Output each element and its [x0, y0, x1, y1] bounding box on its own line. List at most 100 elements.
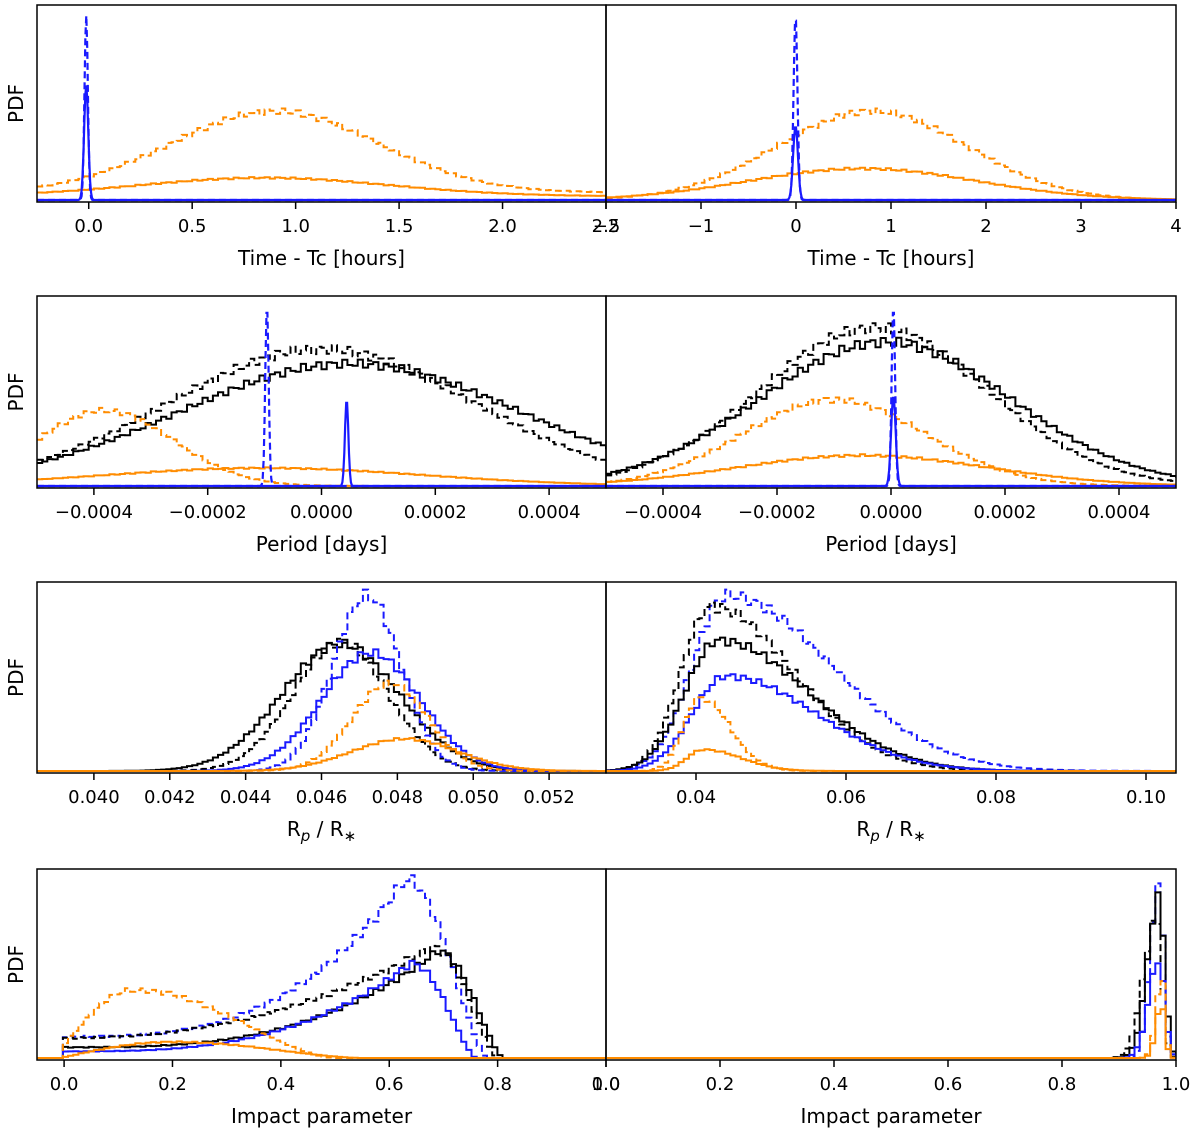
- series-orange-dashed: [606, 107, 1176, 201]
- series-black-solid: [606, 891, 1176, 1059]
- series-black-solid: [37, 358, 606, 464]
- x-tick-label: 4: [1170, 216, 1181, 237]
- series-orange-solid: [37, 737, 606, 772]
- series-blue-dashed: [606, 588, 1176, 772]
- x-tick-label: −0.0002: [738, 502, 816, 523]
- axes-frame: [605, 581, 1177, 774]
- x-tick-label: −2: [593, 216, 620, 237]
- series-black-solid: [606, 636, 1176, 772]
- series-blue-solid: [606, 673, 1176, 772]
- series-orange-solid: [37, 1040, 606, 1059]
- series-blue-solid: [606, 962, 1176, 1059]
- plot-area: [37, 311, 606, 488]
- series-blue-dashed: [37, 311, 606, 488]
- series-orange-dashed: [37, 107, 606, 194]
- series-orange-solid: [606, 166, 1176, 201]
- x-tick-label: 0.08: [976, 787, 1016, 808]
- subplot-3: −0.0004 −0.0002 0.0000 0.0002 0.0004 Period […: [4, 295, 607, 556]
- subplot-5: 0.040 0.042 0.044 0.046 0.048 0.050 0.052 Rp / …: [4, 581, 607, 845]
- x-tick-label: 1.0: [592, 1074, 621, 1095]
- x-axis-label: Impact parameter: [231, 1104, 413, 1128]
- x-axis-label: Rp / R∗: [856, 817, 925, 845]
- x-tick-label: 0.0: [50, 1074, 79, 1095]
- x-tick-label: 0.0004: [518, 502, 581, 523]
- axes-frame: [36, 4, 607, 203]
- x-tick-label: 0.046: [296, 787, 348, 808]
- subplot-4: −0.0004 −0.0002 0.0000 0.0002 0.0004 Period […: [605, 295, 1177, 556]
- x-tick-label: −1: [688, 216, 715, 237]
- series-blue-dashed: [37, 15, 606, 202]
- x-tick-label: 0.5: [178, 216, 207, 237]
- x-tick-label: 0.8: [483, 1074, 512, 1095]
- series-orange-solid: [606, 1008, 1176, 1059]
- x-axis-label: Time - Tc [hours]: [237, 246, 405, 270]
- x-tick-label: 1.0: [281, 216, 310, 237]
- series-blue-solid: [37, 648, 606, 772]
- x-axis-label: Period [days]: [256, 532, 388, 556]
- x-tick-label: 0.0000: [860, 502, 923, 523]
- series-orange-solid: [37, 466, 606, 486]
- plot-area: [606, 882, 1176, 1059]
- series-black-solid: [37, 638, 606, 772]
- x-tick-label: 0: [790, 216, 801, 237]
- x-tick-label: 3: [1075, 216, 1086, 237]
- x-tick-label: 2.5: [592, 216, 621, 237]
- x-tick-label: 1: [885, 216, 896, 237]
- axes-frame: [36, 295, 607, 489]
- series-black-dashed: [606, 601, 1176, 772]
- x-tick-label: 0.6: [934, 1074, 963, 1095]
- series-blue-dashed: [606, 882, 1176, 1059]
- x-tick-label: 0.048: [372, 787, 424, 808]
- x-tick-label: 0.0: [74, 216, 103, 237]
- series-black-dashed: [37, 637, 606, 772]
- axes-frame: [36, 581, 607, 774]
- x-tick-label: 1.0: [1162, 1074, 1191, 1095]
- subplot-7: 0.0 0.2 0.4 0.6 0.8 1.0 Impact parameter PDF: [4, 868, 621, 1128]
- series-blue-dashed: [37, 874, 606, 1059]
- x-tick-label: 0.0000: [290, 502, 353, 523]
- plot-area: [606, 19, 1176, 202]
- x-tick-label: 0.04: [676, 787, 716, 808]
- series-blue-solid: [606, 396, 1176, 488]
- plot-area: [37, 588, 606, 772]
- subplot-8: 0.0 0.2 0.4 0.6 0.8 1.0 Impact parameter: [592, 868, 1191, 1128]
- axes-frame: [605, 868, 1177, 1061]
- subplot-6: 0.04 0.06 0.08 0.10 Rp / R∗: [605, 581, 1177, 845]
- series-blue-solid: [606, 126, 1176, 202]
- x-tick-label: 0.040: [68, 787, 120, 808]
- x-tick-label: 0.050: [447, 787, 499, 808]
- x-tick-label: 0.044: [220, 787, 272, 808]
- x-tick-label: 0.4: [267, 1074, 296, 1095]
- x-tick-label: 0.0002: [974, 502, 1037, 523]
- x-tick-label: −0.0002: [169, 502, 247, 523]
- x-tick-label: 0.0004: [1088, 502, 1151, 523]
- series-orange-dashed: [606, 980, 1176, 1059]
- series-black-solid: [37, 949, 606, 1059]
- series-blue-solid: [37, 959, 606, 1059]
- y-axis-label: PDF: [4, 658, 28, 697]
- x-tick-label: 2: [980, 216, 991, 237]
- plot-area: [606, 588, 1176, 772]
- x-tick-label: 0.052: [523, 787, 575, 808]
- x-tick-label: 0.042: [144, 787, 196, 808]
- series-blue-solid: [37, 401, 606, 488]
- x-axis-label: Time - Tc [hours]: [807, 246, 975, 270]
- series-orange-solid: [37, 176, 606, 197]
- series-black-dashed: [37, 344, 606, 464]
- x-tick-label: 0.6: [375, 1074, 404, 1095]
- x-tick-label: 2.0: [488, 216, 517, 237]
- x-tick-label: 1.5: [385, 216, 414, 237]
- x-tick-label: 0.4: [820, 1074, 849, 1095]
- x-axis-label: Impact parameter: [800, 1104, 982, 1128]
- x-tick-label: 0.2: [706, 1074, 735, 1095]
- plot-area: [37, 874, 606, 1059]
- x-tick-label: 0.2: [158, 1074, 187, 1095]
- series-orange-solid: [606, 453, 1176, 486]
- axes-frame: [605, 4, 1177, 203]
- x-tick-label: 0.06: [826, 787, 866, 808]
- series-orange-solid: [606, 748, 1176, 772]
- series-orange-dashed: [606, 696, 1176, 772]
- series-blue-dashed: [37, 588, 606, 772]
- subplot-2: −2 −1 0 1 2 3 4 Time - Tc [hours]: [593, 4, 1182, 270]
